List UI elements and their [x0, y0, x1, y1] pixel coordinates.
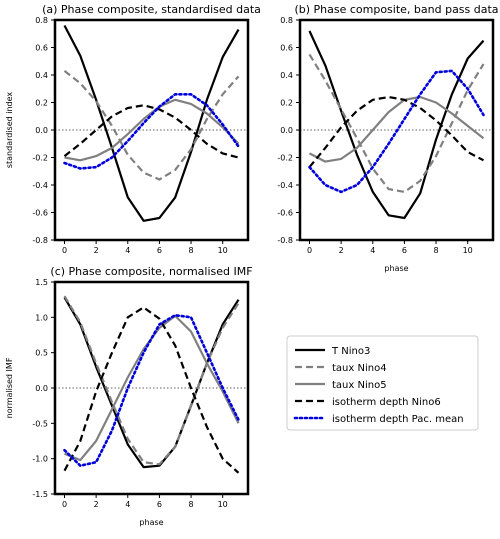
legend: T Nino3 taux Nino4 taux Nino5 isotherm dept…	[286, 335, 479, 431]
series-line-2	[308, 53, 485, 193]
series-line-4	[63, 104, 239, 159]
series-line-5	[63, 93, 240, 170]
series-line-3	[64, 98, 240, 162]
y-tick-label: 0.4	[280, 71, 293, 80]
y-tick-label: 0.8	[280, 16, 293, 25]
y-tick-label: 0.5	[35, 349, 48, 358]
series-line-2	[63, 70, 240, 181]
x-tick-label: 2	[94, 246, 99, 255]
y-axis-label: standardised index	[5, 92, 14, 169]
y-tick-label: 0.6	[35, 44, 48, 53]
y-tick-label: 0.2	[280, 99, 293, 108]
series-line-1	[63, 296, 240, 469]
y-tick-label: 0.2	[35, 99, 48, 108]
y-tick-label: -0.5	[32, 419, 48, 428]
y-tick-label: -1.0	[32, 455, 48, 464]
y-tick-label: 0.4	[35, 71, 48, 80]
x-tick-label: 10	[218, 246, 228, 255]
x-tick-label: 6	[157, 500, 162, 509]
series-line-2	[63, 295, 240, 466]
y-tick-label: 1.5	[35, 278, 48, 287]
legend-entry-label: taux Nino4	[332, 363, 387, 374]
y-tick-label: -1.5	[32, 490, 48, 499]
legend-entry-label: isotherm depth Pac. mean	[332, 414, 464, 425]
y-tick-label: -0.2	[277, 154, 293, 163]
series-line-3	[308, 95, 485, 163]
x-tick-label: 4	[370, 246, 375, 255]
x-axis-label: phase	[139, 518, 163, 527]
y-tick-label: 0.0	[35, 126, 48, 135]
x-tick-label: 4	[125, 500, 130, 509]
x-tick-label: 0	[62, 500, 67, 509]
series-line-1	[63, 24, 240, 222]
x-tick-label: 10	[218, 500, 228, 509]
x-tick-label: 8	[434, 246, 439, 255]
y-tick-label: 0.6	[280, 44, 293, 53]
series-line-5	[308, 69, 485, 194]
series-line-4	[308, 95, 485, 168]
panel-b: (b) Phase composite, band pass data 0 2 4 6 8…	[277, 3, 498, 273]
y-tick-label: -0.4	[32, 181, 48, 190]
x-tick-label: 6	[157, 246, 162, 255]
x-tick-label: 0	[307, 246, 312, 255]
legend-box	[286, 335, 479, 431]
x-tick-label: 6	[402, 246, 407, 255]
y-tick-label: 0.0	[280, 126, 293, 135]
x-tick-label: 8	[189, 246, 194, 255]
x-tick-label: 4	[125, 246, 130, 255]
series-line-5	[63, 313, 240, 468]
x-axis-label: phase	[384, 264, 408, 273]
x-tick-label: 8	[189, 500, 194, 509]
y-axis-label: normalised IMF	[5, 357, 14, 418]
panel-c: (c) Phase composite, normalised IMF 0 2 4 6 8…	[5, 265, 253, 527]
y-tick-label: -0.8	[277, 236, 293, 245]
panel-a: (a) Phase composite, standardised data 0 2…	[5, 3, 261, 255]
x-tick-label: 2	[94, 500, 99, 509]
panel-title: (c) Phase composite, normalised IMF	[50, 265, 252, 278]
legend-entry-label: isotherm depth Nino6	[332, 397, 441, 408]
x-tick-label: 0	[62, 246, 67, 255]
y-tick-label: 0.0	[35, 384, 48, 393]
x-tick-label: 10	[463, 246, 473, 255]
panel-title: (b) Phase composite, band pass data	[294, 3, 498, 16]
y-tick-label: 1.0	[35, 313, 48, 322]
y-tick-label: 0.8	[35, 16, 48, 25]
y-tick-label: -0.6	[32, 209, 48, 218]
y-tick-label: -0.8	[32, 236, 48, 245]
y-tick-label: -0.2	[32, 154, 48, 163]
legend-entry-label: T Nino3	[331, 346, 370, 357]
y-tick-label: -0.4	[277, 181, 293, 190]
legend-entry-label: taux Nino5	[332, 380, 387, 391]
y-tick-label: -0.6	[277, 209, 293, 218]
x-tick-label: 2	[339, 246, 344, 255]
panel-title: (a) Phase composite, standardised data	[42, 3, 261, 16]
